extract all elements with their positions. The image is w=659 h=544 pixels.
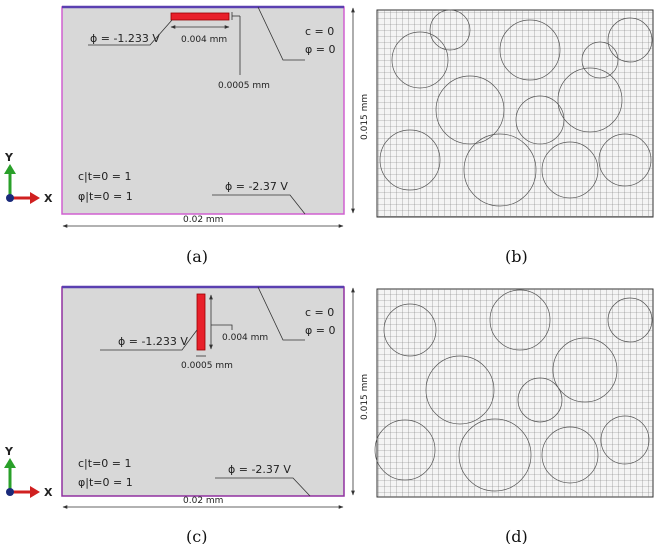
electrode-potential-label-a: ϕ = -1.233 V bbox=[90, 32, 160, 45]
electrode-thickness-label-c: 0.0005 mm bbox=[181, 361, 233, 371]
electrode-thickness-label-a: 0.0005 mm bbox=[218, 81, 270, 91]
bottom-potential-label-c: ϕ = -2.37 V bbox=[228, 463, 291, 476]
electrode-width-label-a: 0.004 mm bbox=[181, 35, 227, 45]
boundary-c-label-c: c = 0 bbox=[305, 306, 334, 319]
electrode-potential-label-c: ϕ = -1.233 V bbox=[118, 335, 188, 348]
init-c-label-c: c|t=0 = 1 bbox=[78, 457, 132, 470]
axis-triad-c: Y X bbox=[4, 445, 53, 499]
y-axis-label-a: Y bbox=[4, 151, 14, 164]
caption-a: (a) bbox=[186, 247, 208, 266]
electrode-a bbox=[170, 12, 230, 21]
boundary-phase-label-c: φ = 0 bbox=[305, 324, 335, 337]
electrode-c bbox=[196, 293, 206, 351]
domain-a bbox=[61, 6, 345, 215]
caption-c: (c) bbox=[186, 527, 207, 544]
init-c-label-a: c|t=0 = 1 bbox=[78, 170, 132, 183]
axis-triad-a: Y X bbox=[4, 151, 53, 205]
panel-c: ϕ = -1.233 V 0.004 mm 0.0005 mm c = 0 φ … bbox=[4, 285, 370, 544]
caption-b: (b) bbox=[505, 247, 528, 266]
panel-d: (d) bbox=[374, 288, 654, 544]
boundary-c-label-a: c = 0 bbox=[305, 25, 334, 38]
panel-a: ϕ = -1.233 V 0.004 mm 0.0005 mm c = 0 φ … bbox=[4, 5, 370, 266]
domain-width-label-c: 0.02 mm bbox=[183, 496, 223, 506]
caption-d: (d) bbox=[505, 527, 528, 544]
init-phase-label-c: φ|t=0 = 1 bbox=[78, 476, 133, 489]
domain-height-label-c: 0.015 mm bbox=[360, 374, 370, 420]
init-phase-label-a: φ|t=0 = 1 bbox=[78, 190, 133, 203]
domain-width-label-a: 0.02 mm bbox=[183, 215, 223, 225]
boundary-phase-label-a: φ = 0 bbox=[305, 43, 335, 56]
x-axis-label-c: X bbox=[44, 486, 53, 499]
domain-height-label-a: 0.015 mm bbox=[360, 94, 370, 140]
electrode-width-label-c: 0.004 mm bbox=[222, 333, 268, 343]
bottom-potential-label-a: ϕ = -2.37 V bbox=[225, 180, 288, 193]
y-axis-label-c: Y bbox=[4, 445, 14, 458]
panel-b: (b) bbox=[376, 9, 654, 266]
x-axis-label-a: X bbox=[44, 192, 53, 205]
